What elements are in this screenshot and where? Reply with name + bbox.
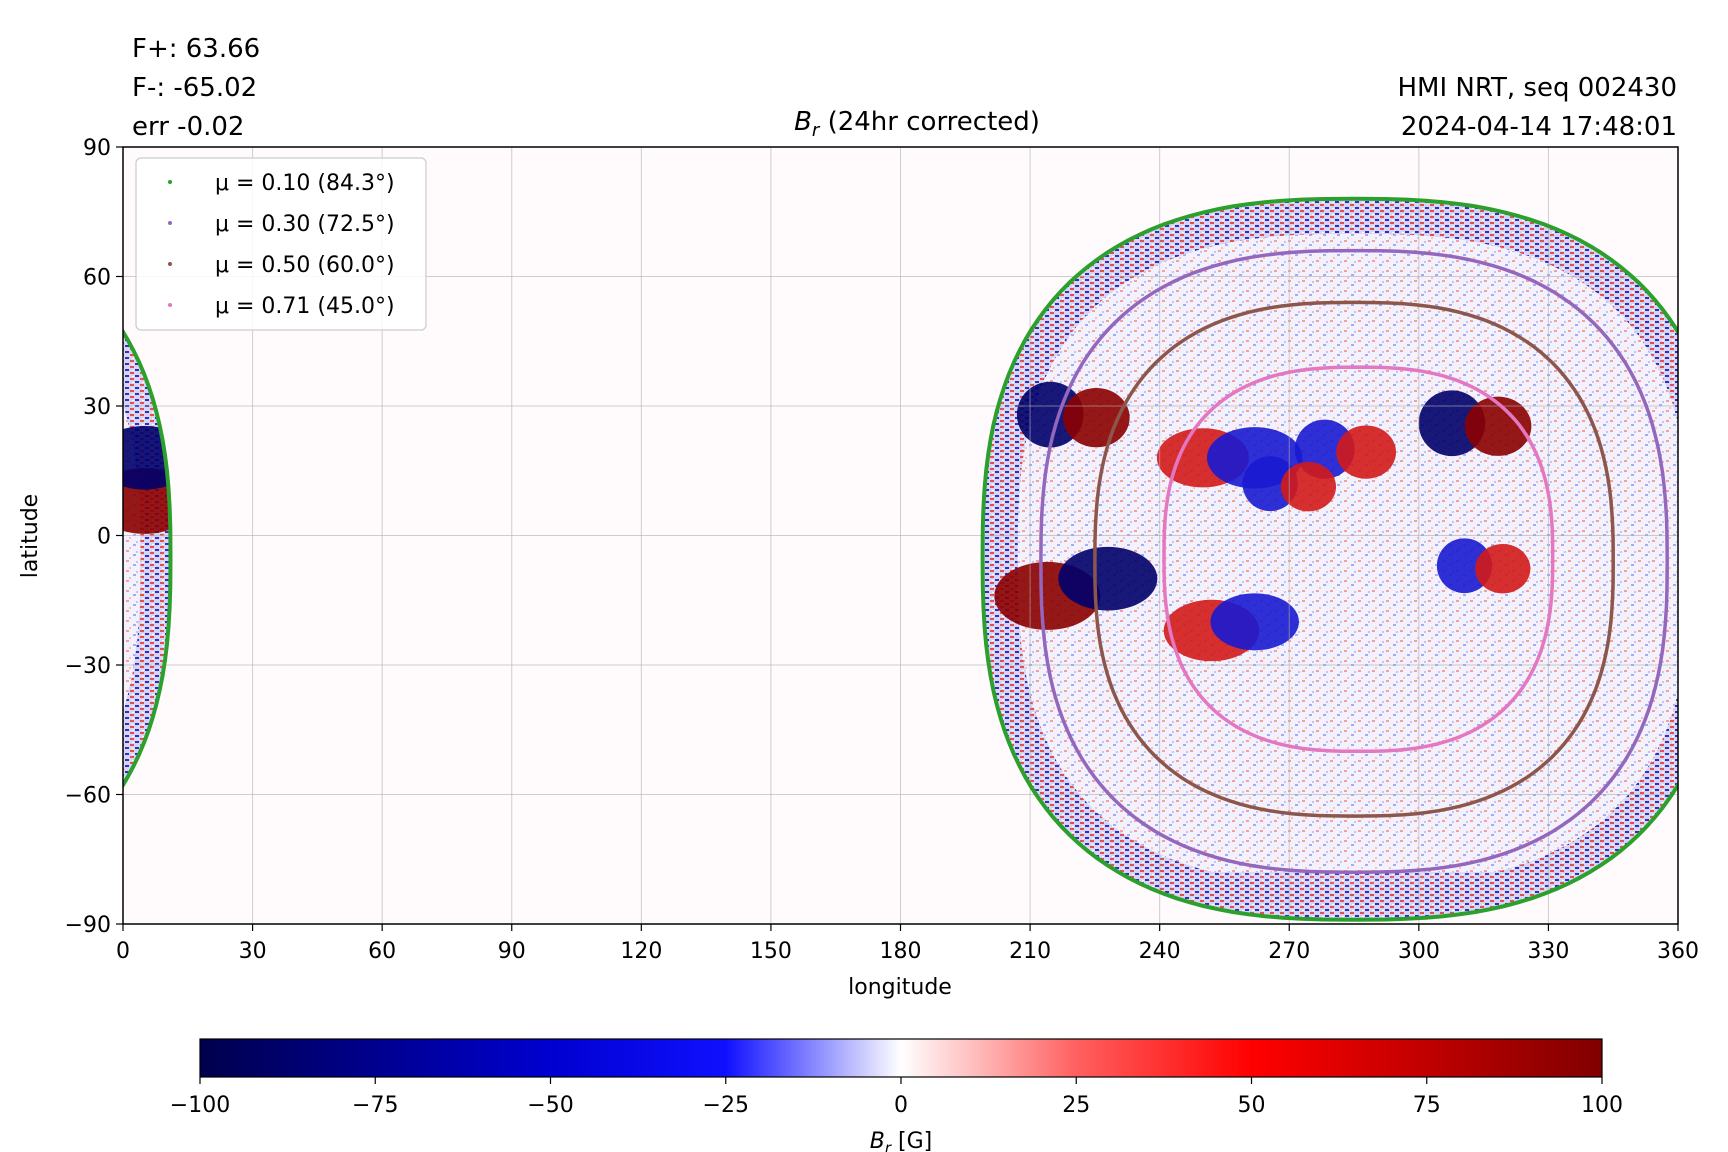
colorbar-tick-label: 100 — [1581, 1093, 1623, 1118]
colorbar-tick-label: 75 — [1413, 1093, 1441, 1118]
chart-title: Br (24hr corrected) — [794, 107, 1040, 141]
mu-contours — [123, 196, 1678, 922]
flux-plus-label: F+: 63.66 — [132, 34, 260, 64]
y-tick-label: −30 — [65, 654, 111, 679]
active-region — [1418, 390, 1532, 457]
x-tick-label: 240 — [1139, 939, 1181, 964]
positive-flux — [1464, 396, 1532, 456]
x-tick-label: 150 — [750, 939, 792, 964]
x-tick-label: 120 — [620, 939, 662, 964]
colorbar-tick-label: 25 — [1062, 1093, 1090, 1118]
legend-label: μ = 0.10 (84.3°) — [215, 171, 395, 196]
negative-flux — [1210, 593, 1299, 651]
flux-minus-label: F-: -65.02 — [132, 73, 257, 103]
x-axis-label: longitude — [848, 975, 952, 1000]
y-tick-label: 60 — [83, 266, 111, 291]
colorbar-tick-label: −75 — [352, 1093, 398, 1118]
colorbar — [199, 1038, 1603, 1078]
y-tick-label: −60 — [65, 784, 111, 809]
x-tick-label: 270 — [1268, 939, 1310, 964]
colorbar-tick-label: −25 — [703, 1093, 749, 1118]
y-axis-label: latitude — [18, 494, 43, 578]
positive-flux — [1336, 425, 1397, 479]
y-tick-label: 90 — [83, 136, 111, 161]
error-label: err -0.02 — [132, 112, 244, 142]
legend-marker — [168, 221, 172, 225]
colorbar-label: Br [G] — [870, 1129, 932, 1152]
active-region — [1058, 546, 1158, 611]
x-tick-label: 210 — [1009, 939, 1051, 964]
legend-marker — [168, 303, 172, 307]
negative-flux — [1058, 546, 1158, 611]
y-tick-label: −90 — [65, 913, 111, 938]
active-region — [1210, 593, 1299, 651]
legend-label: μ = 0.30 (72.5°) — [215, 212, 395, 237]
active-region — [1242, 456, 1336, 512]
legend: μ = 0.10 (84.3°) μ = 0.30 (72.5°) μ = 0.50… — [135, 157, 427, 331]
colorbar-ticks: −100 −75 −50 −25 0 25 50 75 100 — [170, 1077, 1623, 1118]
source-label: HMI NRT, seq 002430 — [1397, 73, 1677, 103]
mu-contour-4 — [1162, 365, 1555, 754]
timestamp-label: 2024-04-14 17:48:01 — [1401, 112, 1677, 142]
colorbar-tick-label: −50 — [527, 1093, 573, 1118]
y-tick-label: 0 — [97, 525, 111, 550]
x-tick-label: 330 — [1527, 939, 1569, 964]
x-tick-label: 30 — [239, 939, 267, 964]
legend-marker — [168, 180, 172, 184]
legend-label: μ = 0.50 (60.0°) — [215, 253, 395, 278]
mu-contour-1 — [980, 196, 1678, 922]
colorbar-tick-label: 0 — [894, 1093, 908, 1118]
x-tick-label: 300 — [1398, 939, 1440, 964]
mu-contour-3 — [1093, 300, 1615, 818]
y-tick-label: 30 — [83, 395, 111, 420]
colorbar-tick-label: 50 — [1238, 1093, 1266, 1118]
x-tick-label: 0 — [116, 939, 130, 964]
positive-flux — [1280, 462, 1336, 512]
y-axis-ticks: 90 60 30 0 −30 −60 −90 — [65, 136, 123, 938]
x-tick-label: 90 — [498, 939, 526, 964]
x-axis-ticks: 0 30 60 90 120 150 180 210 240 270 300 330 360 — [116, 924, 1699, 964]
mu-contour-2 — [1039, 248, 1669, 874]
positive-flux — [1475, 544, 1531, 594]
active-region — [1436, 538, 1531, 594]
legend-box — [135, 157, 427, 331]
colorbar-tick-label: −100 — [170, 1093, 230, 1118]
x-tick-label: 360 — [1657, 939, 1699, 964]
legend-marker — [168, 262, 172, 266]
x-tick-label: 180 — [880, 939, 922, 964]
x-tick-label: 60 — [368, 939, 396, 964]
legend-label: μ = 0.71 (45.0°) — [215, 294, 395, 319]
